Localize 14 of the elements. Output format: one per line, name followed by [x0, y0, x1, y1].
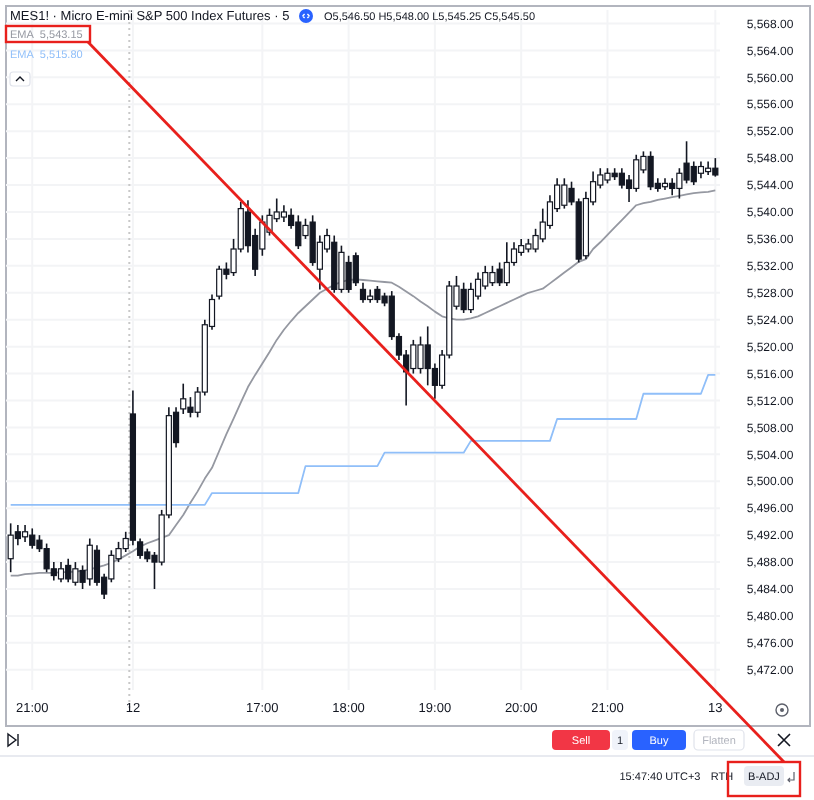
candlestick — [352, 251, 359, 287]
candlestick — [65, 557, 72, 584]
candlestick — [496, 261, 503, 287]
candlestick — [295, 214, 302, 250]
candlestick — [647, 150, 654, 191]
candlestick — [690, 160, 697, 186]
candlestick — [331, 234, 338, 294]
candlestick — [712, 157, 719, 178]
candlestick — [29, 527, 36, 550]
candlestick — [460, 281, 467, 314]
candlestick — [359, 281, 367, 304]
line-series — [9, 374, 717, 506]
candlestick — [43, 542, 50, 573]
candlestick — [345, 254, 352, 294]
